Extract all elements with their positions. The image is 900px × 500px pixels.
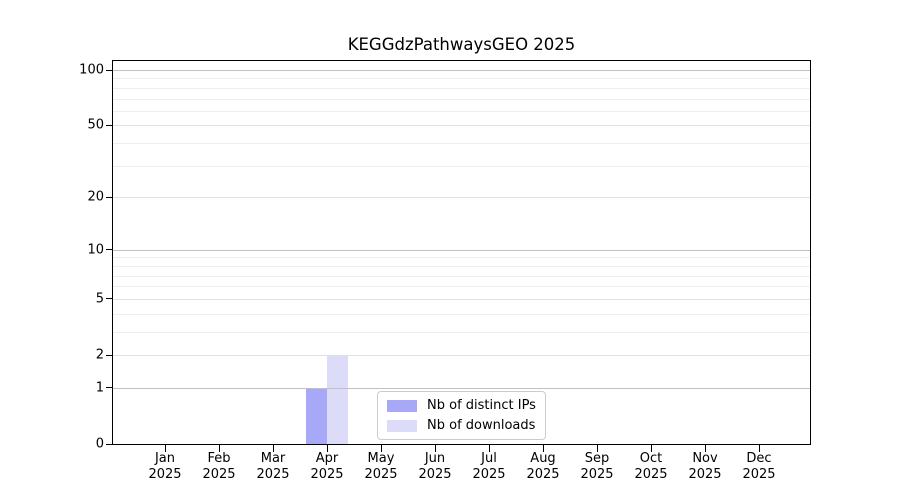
x-label-year: 2025 xyxy=(634,466,668,482)
x-tick-oct xyxy=(650,444,652,452)
x-label-year: 2025 xyxy=(148,466,182,482)
x-tick-label-aug: Aug 2025 xyxy=(512,451,574,482)
gridline-y-90 xyxy=(113,78,810,80)
x-tick-label-jun: Jun 2025 xyxy=(404,451,466,482)
x-tick-nov xyxy=(704,444,706,452)
gridline-y-2 xyxy=(113,355,810,356)
gridline-y-80 xyxy=(113,87,810,89)
y-tick-label-1: 1 xyxy=(95,380,104,396)
y-tick-label-10: 10 xyxy=(87,242,104,258)
x-tick-may xyxy=(380,444,382,452)
x-label-month: Jun xyxy=(424,451,446,466)
x-label-year: 2025 xyxy=(364,466,398,482)
x-label-month: Apr xyxy=(315,451,339,466)
x-tick-jan xyxy=(164,444,166,452)
x-label-year: 2025 xyxy=(688,466,722,482)
x-label-year: 2025 xyxy=(256,466,290,482)
y-tick-label-0: 0 xyxy=(95,436,104,452)
y-tick-10 xyxy=(106,249,113,251)
x-label-month: Jan xyxy=(154,451,176,466)
gridline-y-8 xyxy=(113,265,810,267)
gridline-y-30 xyxy=(113,165,810,167)
gridline-y-5 xyxy=(113,298,810,300)
x-label-year: 2025 xyxy=(580,466,614,482)
x-tick-label-may: May 2025 xyxy=(350,451,412,482)
plot-area: 0 1 2 5 10 20 50 100 Jan 2025 Feb 2025 Mar 2025 Apr 202… xyxy=(79,60,811,482)
x-tick-label-oct: Oct 2025 xyxy=(620,451,682,482)
y-tick-label-100: 100 xyxy=(79,62,104,78)
y-tick-label-5: 5 xyxy=(95,291,104,307)
x-label-year: 2025 xyxy=(202,466,236,482)
gridline-y-70 xyxy=(113,98,810,100)
legend: Nb of distinct IPs Nb of downloads xyxy=(377,391,546,440)
y-tick-label-50: 50 xyxy=(87,117,104,133)
y-tick-50 xyxy=(106,124,113,127)
gridline-y-7 xyxy=(113,275,810,277)
x-label-year: 2025 xyxy=(472,466,506,482)
legend-label-distinct-ips: Nb of distinct IPs xyxy=(427,398,536,413)
x-label-month: Aug xyxy=(530,451,556,466)
gridline-y-100 xyxy=(113,70,810,71)
y-tick-label-2: 2 xyxy=(95,347,104,363)
gridline-y-10 xyxy=(113,249,810,251)
y-tick-5 xyxy=(106,298,113,300)
x-label-year: 2025 xyxy=(310,466,344,482)
gridline-y-3 xyxy=(113,331,810,333)
y-tick-20 xyxy=(106,196,113,198)
x-label-month: Oct xyxy=(639,451,663,466)
x-label-month: Feb xyxy=(207,451,231,466)
x-tick-feb xyxy=(218,444,220,452)
y-tick-1 xyxy=(106,387,113,389)
legend-swatch-downloads xyxy=(387,419,417,432)
y-tick-label-20: 20 xyxy=(87,189,104,205)
x-tick-mar xyxy=(272,444,274,452)
chart-title: KEGGdzPathwaysGEO 2025 xyxy=(347,35,576,54)
x-tick-label-dec: Dec 2025 xyxy=(728,451,790,482)
legend-swatch-distinct-ips xyxy=(387,399,417,412)
x-label-month: Jul xyxy=(481,451,497,466)
y-tick-0 xyxy=(106,443,113,445)
gridline-y-6 xyxy=(113,286,810,288)
x-tick-label-feb: Feb 2025 xyxy=(188,451,250,482)
y-tick-2 xyxy=(106,354,113,356)
gridline-y-20 xyxy=(113,197,810,199)
x-tick-label-apr: Apr 2025 xyxy=(296,451,358,482)
x-label-month: May xyxy=(367,451,395,466)
x-label-month: Mar xyxy=(260,451,286,466)
gridline-y-9 xyxy=(113,257,810,259)
x-tick-label-sep: Sep 2025 xyxy=(566,451,628,482)
x-label-year: 2025 xyxy=(526,466,560,482)
x-tick-label-jan: Jan 2025 xyxy=(134,451,196,482)
gridline-y-50 xyxy=(113,125,810,127)
x-tick-dec xyxy=(758,444,760,452)
gridline-y-60 xyxy=(113,110,810,112)
y-tick-100 xyxy=(106,69,113,71)
gridline-y-4 xyxy=(113,313,810,315)
x-tick-sep xyxy=(596,444,598,452)
legend-label-downloads: Nb of downloads xyxy=(427,418,536,433)
legend-item-distinct-ips: Nb of distinct IPs xyxy=(387,397,536,414)
x-label-year: 2025 xyxy=(742,466,776,482)
x-label-month: Dec xyxy=(746,451,772,466)
bar-nb-of-distinct-ips-apr xyxy=(306,387,327,444)
legend-item-downloads: Nb of downloads xyxy=(387,417,536,434)
x-label-year: 2025 xyxy=(418,466,452,482)
x-tick-jun xyxy=(434,444,436,452)
bar-nb-of-downloads-apr xyxy=(327,355,348,444)
gridline-y-1 xyxy=(113,387,810,389)
x-tick-label-mar: Mar 2025 xyxy=(242,451,304,482)
x-tick-label-nov: Nov 2025 xyxy=(674,451,736,482)
x-tick-aug xyxy=(542,444,544,452)
x-label-month: Nov xyxy=(692,451,718,466)
x-tick-jul xyxy=(488,444,490,452)
x-label-month: Sep xyxy=(584,451,610,466)
x-tick-apr xyxy=(326,444,328,452)
gridline-y-40 xyxy=(113,143,810,145)
x-tick-label-jul: Jul 2025 xyxy=(458,451,520,482)
